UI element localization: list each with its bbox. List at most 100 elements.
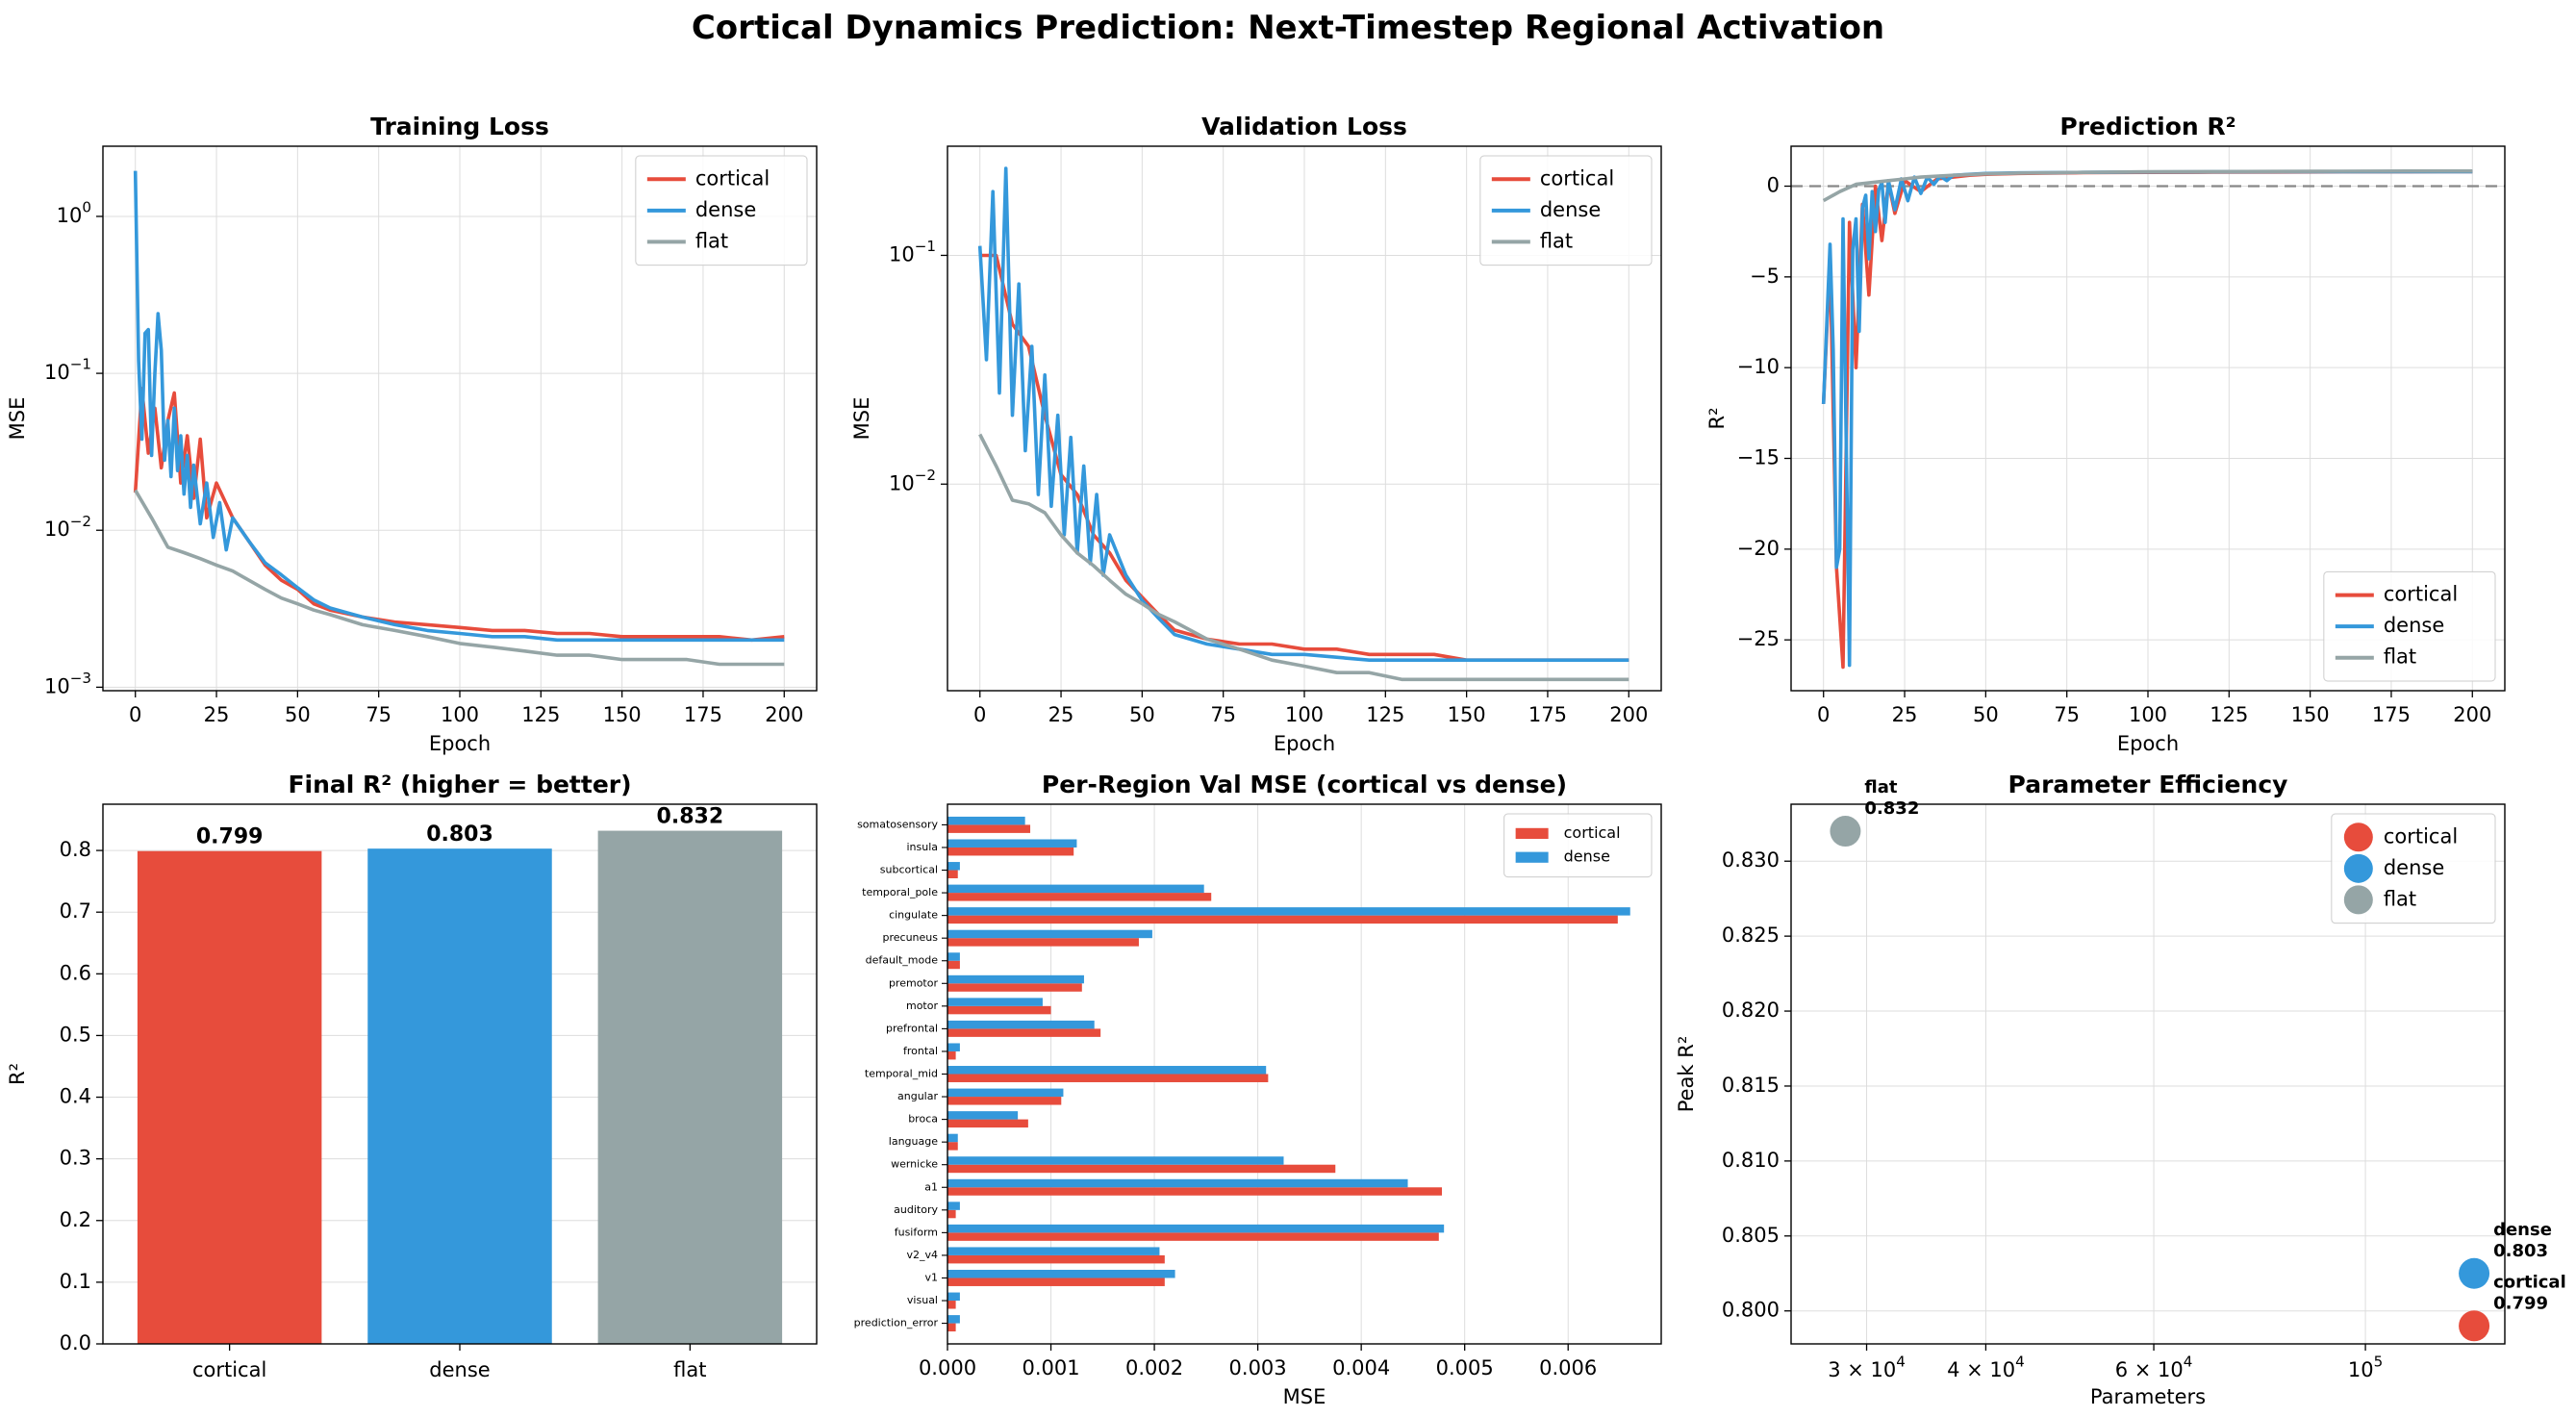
bar-dense-fusiform	[947, 1224, 1445, 1233]
y-tick-label: 10−1	[889, 238, 936, 266]
chart-title-parameter-efficiency: Parameter Efficiency	[2008, 771, 2288, 798]
point-label-value-dense: 0.803	[2493, 1241, 2548, 1261]
x-tick-label: 175	[2372, 703, 2411, 726]
legend-frame	[1479, 155, 1653, 266]
legend-frame	[635, 155, 808, 266]
legend-swatch-dense	[1515, 851, 1549, 863]
bar-cortical-motor	[947, 1005, 1051, 1015]
y-tick-label: −15	[1737, 446, 1780, 469]
x-tick-label: 175	[1528, 703, 1567, 726]
chart-validation-loss: 0 25 50 75 100 125 150 175 200 10−1 10−2 cortical de…	[850, 113, 1662, 755]
legend-label-flat: flat	[2384, 887, 2416, 910]
bar-dense-frontal	[947, 1043, 960, 1051]
y-tick-label-v1: v1	[924, 1271, 938, 1283]
legend-label-cortical: cortical	[1540, 166, 1614, 190]
x-tick-label: 0	[129, 703, 141, 726]
x-tick-label: 0.006	[1539, 1356, 1597, 1379]
bar-dense-wernicke	[947, 1156, 1284, 1165]
legend-marker-dense	[2343, 853, 2373, 883]
x-tick-label: 0.005	[1436, 1356, 1494, 1379]
bar-flat	[597, 830, 783, 1344]
x-tick-label: 0.003	[1229, 1356, 1287, 1379]
y-tick-label: 0.7	[60, 899, 91, 923]
y-tick-label: −10	[1737, 355, 1780, 378]
y-axis-label-training-loss: MSE	[6, 397, 29, 441]
legend-label-dense: dense	[2384, 856, 2444, 879]
bar-dense-v1	[947, 1269, 1175, 1278]
legend-marker-flat	[2343, 885, 2373, 915]
x-tick-label: 25	[204, 703, 230, 726]
x-tick-label: 50	[1973, 703, 1999, 726]
bar-dense-visual	[947, 1292, 960, 1302]
chart-title-per-region-mse: Per-Region Val MSE (cortical vs dense)	[1042, 771, 1567, 798]
axes-frame	[102, 145, 818, 692]
bar-dense-somatosensory	[947, 816, 1025, 825]
bar-dense-motor	[947, 998, 1043, 1006]
chart-title-final-r2: Final R² (higher = better)	[288, 771, 631, 798]
x-tick-label: 105	[2348, 1353, 2383, 1381]
chart-title-training-loss: Training Loss	[370, 113, 549, 140]
bar-dense-precuneus	[947, 929, 1152, 939]
y-axis-label-prediction-r2: R²	[1705, 407, 1729, 429]
bar-cortical-language	[947, 1142, 958, 1151]
y-tick-label: −20	[1737, 537, 1780, 560]
point-label-value-flat: 0.832	[1864, 798, 1919, 819]
y-tick-label-v2_v4: v2_v4	[906, 1249, 938, 1261]
y-tick-label-language: language	[889, 1135, 938, 1148]
x-tick-label: 75	[366, 703, 391, 726]
y-tick-label: 0.800	[1722, 1299, 1780, 1322]
x-tick-label: 0.004	[1332, 1356, 1390, 1379]
y-tick-label: 10−3	[44, 669, 91, 697]
legend: cortical dense flat	[2331, 813, 2496, 924]
bar-dense-temporal_mid	[947, 1066, 1267, 1075]
bar-value-label-cortical: 0.799	[196, 825, 264, 849]
y-tick-label-precuneus: precuneus	[883, 931, 939, 944]
x-tick-label: 4 × 104	[1947, 1353, 2025, 1381]
series-line-flat	[1822, 169, 2473, 203]
chart-final-r2: 0.0 0.1 0.2 0.3 0.4 0.5 0.6 0.7 0.8 0.799 cortical…	[6, 771, 818, 1381]
x-tick-label: 100	[1285, 703, 1324, 726]
x-axis-label-training-loss: Epoch	[429, 732, 491, 755]
y-tick-label: 0	[1767, 174, 1780, 197]
legend-label-cortical: cortical	[695, 166, 770, 190]
x-tick-label-flat: flat	[673, 1358, 706, 1381]
y-tick-label-temporal_mid: temporal_mid	[865, 1068, 938, 1080]
y-tick-label-wernicke: wernicke	[891, 1158, 938, 1171]
y-tick-label: 100	[57, 198, 91, 227]
y-tick-label: −5	[1750, 265, 1780, 288]
bar-cortical-premotor	[947, 983, 1082, 992]
bar-cortical-fusiform	[947, 1232, 1439, 1241]
bar-cortical	[137, 850, 322, 1344]
chart-title-prediction-r2: Prediction R²	[2059, 113, 2235, 140]
bar-dense-a1	[947, 1178, 1408, 1188]
bar-cortical-broca	[947, 1119, 1028, 1128]
bar-dense-premotor	[947, 974, 1084, 984]
point-label-name-flat: flat	[1864, 777, 1897, 797]
x-tick-label: 6 × 104	[2115, 1353, 2193, 1381]
y-tick-label-temporal_pole: temporal_pole	[862, 886, 938, 898]
scatter-point-cortical	[2459, 1310, 2490, 1342]
bar-dense-angular	[947, 1088, 1064, 1098]
legend: cortical dense flat	[635, 155, 808, 266]
y-tick-label: 0.820	[1722, 999, 1780, 1022]
y-tick-label: −25	[1737, 627, 1780, 650]
x-tick-label: 0.002	[1125, 1356, 1183, 1379]
legend-label-flat: flat	[1540, 229, 1573, 252]
bar-value-label-dense: 0.803	[426, 822, 493, 847]
y-tick-label-broca: broca	[908, 1113, 938, 1126]
bar-dense-insula	[947, 839, 1077, 848]
bar-value-label-flat: 0.832	[657, 805, 724, 829]
x-tick-label: 125	[2210, 703, 2248, 726]
x-tick-label: 125	[521, 703, 560, 726]
bar-cortical-wernicke	[947, 1164, 1336, 1174]
y-tick-label-angular: angular	[897, 1090, 938, 1102]
y-axis-label-parameter-efficiency: Peak R²	[1675, 1036, 1698, 1113]
x-tick-label: 0	[973, 703, 986, 726]
x-tick-label: 3 × 104	[1828, 1353, 1906, 1381]
scatter-point-flat	[1830, 816, 1861, 848]
series-line-dense	[977, 166, 1629, 663]
x-tick-label: 75	[1210, 703, 1236, 726]
bar-dense	[367, 848, 552, 1344]
y-axis-label-validation-loss: MSE	[850, 397, 873, 441]
